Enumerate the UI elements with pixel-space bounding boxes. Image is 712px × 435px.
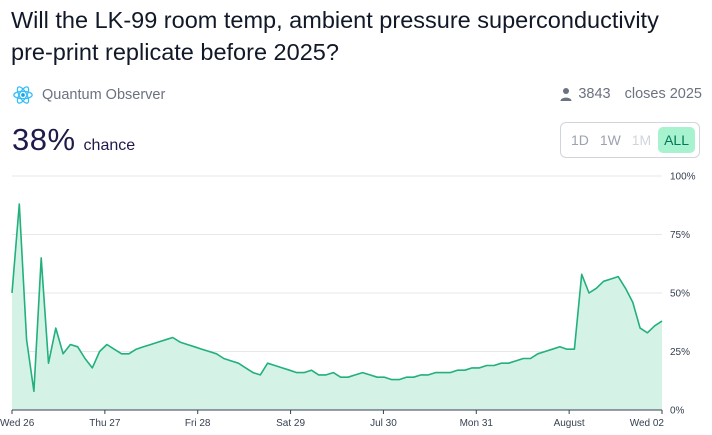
- y-tick-label: 50%: [670, 289, 690, 300]
- market-meta: Quantum Observer 3843 closes 2025: [12, 84, 702, 106]
- time-range-tabs: 1D 1W 1M ALL: [560, 122, 700, 158]
- y-tick-label: 75%: [670, 230, 690, 241]
- probability-chart[interactable]: 0% 25% 50% 75% 100% Wed 26 Thu 27 Fri 28 Sat 29 J…: [0, 168, 712, 435]
- user-icon: [560, 88, 572, 101]
- y-tick-label: 100%: [670, 172, 696, 183]
- tab-1d[interactable]: 1D: [571, 132, 589, 148]
- market-title: Will the LK-99 room temp, ambient pressu…: [11, 7, 659, 65]
- market-stats: 3843 closes 2025: [560, 86, 702, 102]
- tab-1m: 1M: [631, 132, 652, 148]
- close-date: closes 2025: [624, 86, 702, 102]
- x-tick-label: Thu 27: [89, 418, 121, 429]
- creator-link[interactable]: Quantum Observer: [12, 84, 165, 106]
- x-tick-label: Sat 29: [276, 418, 305, 429]
- x-tick-label: Wed 02: [630, 418, 665, 429]
- y-tick-label: 25%: [670, 347, 690, 358]
- atom-icon: [13, 86, 33, 104]
- series-area: [12, 204, 662, 410]
- x-tick-label: Fri 28: [185, 418, 211, 429]
- creator-name[interactable]: Quantum Observer: [42, 87, 166, 103]
- probability-value: 38%: [12, 122, 76, 157]
- x-tick-label: Mon 31: [460, 418, 494, 429]
- probability-display: 38% chance: [12, 122, 135, 158]
- x-tick-label: August: [554, 418, 585, 429]
- x-tick-label: Jul 30: [370, 418, 397, 429]
- tab-1w[interactable]: 1W: [599, 132, 621, 148]
- probability-label: chance: [83, 137, 136, 154]
- y-tick-label: 0%: [670, 406, 685, 417]
- tab-all[interactable]: ALL: [658, 127, 695, 153]
- series-line: [11, 203, 663, 393]
- x-tick-label: Wed 26: [0, 418, 35, 429]
- trader-count: 3843: [578, 86, 611, 102]
